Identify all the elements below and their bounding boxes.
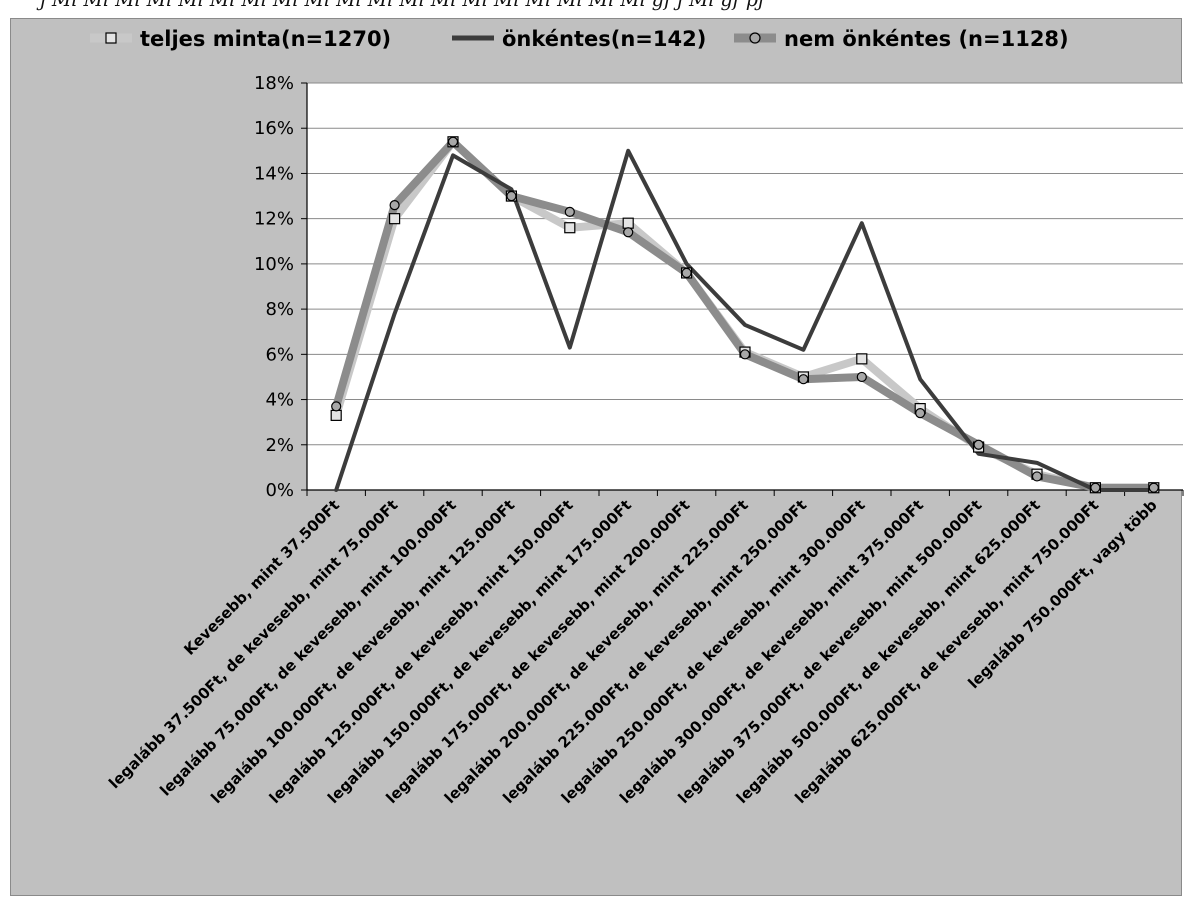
data-point-circle (1148, 482, 1159, 493)
y-tick-label: 10% (254, 254, 294, 275)
data-point-circle (506, 190, 517, 202)
cropped-caption-strip: j Ml Ml Ml Ml Ml Ml Ml Ml Ml Ml Ml Ml Ml… (0, 0, 1189, 18)
data-point-circle (973, 439, 984, 450)
cropped-caption-text: j Ml Ml Ml Ml Ml Ml Ml Ml Ml Ml Ml Ml Ml… (40, 0, 764, 11)
y-tick-label: 8% (265, 299, 294, 320)
legend-label: nem önkéntes (n=1128) (784, 27, 1069, 51)
y-tick-label: 16% (254, 118, 294, 139)
y-tick-label: 12% (254, 209, 294, 230)
data-point-circle (331, 401, 342, 412)
legend-marker-square (105, 32, 117, 44)
y-tick-label: 6% (265, 344, 294, 365)
data-point-circle (564, 206, 575, 217)
y-tick-label: 4% (265, 390, 294, 411)
data-point-circle (739, 349, 751, 360)
data-point-circle (1090, 482, 1101, 493)
data-point-circle (798, 374, 809, 385)
data-point-square (564, 222, 576, 234)
series-line-1 (334, 148, 1156, 492)
plot-area (307, 83, 1183, 490)
y-tick-label: 14% (254, 163, 294, 184)
data-point-circle (856, 371, 867, 383)
data-point-circle (389, 200, 400, 211)
legend-label: önkéntes(n=142) (502, 27, 706, 51)
legend-label: teljes minta(n=1270) (140, 27, 391, 51)
y-tick-label: 0% (265, 480, 294, 501)
data-point-square (622, 217, 634, 229)
data-point-circle (1031, 471, 1043, 482)
y-tick-label: 2% (265, 435, 294, 456)
y-tick-label: 18% (254, 73, 294, 94)
data-point-square (389, 213, 401, 225)
data-point-circle (623, 227, 634, 238)
data-point-circle (447, 136, 459, 147)
legend-marker-circle (749, 32, 761, 44)
data-point-square (330, 409, 342, 421)
data-point-square (856, 353, 868, 365)
data-point-circle (915, 408, 926, 419)
data-point-circle (681, 267, 692, 279)
